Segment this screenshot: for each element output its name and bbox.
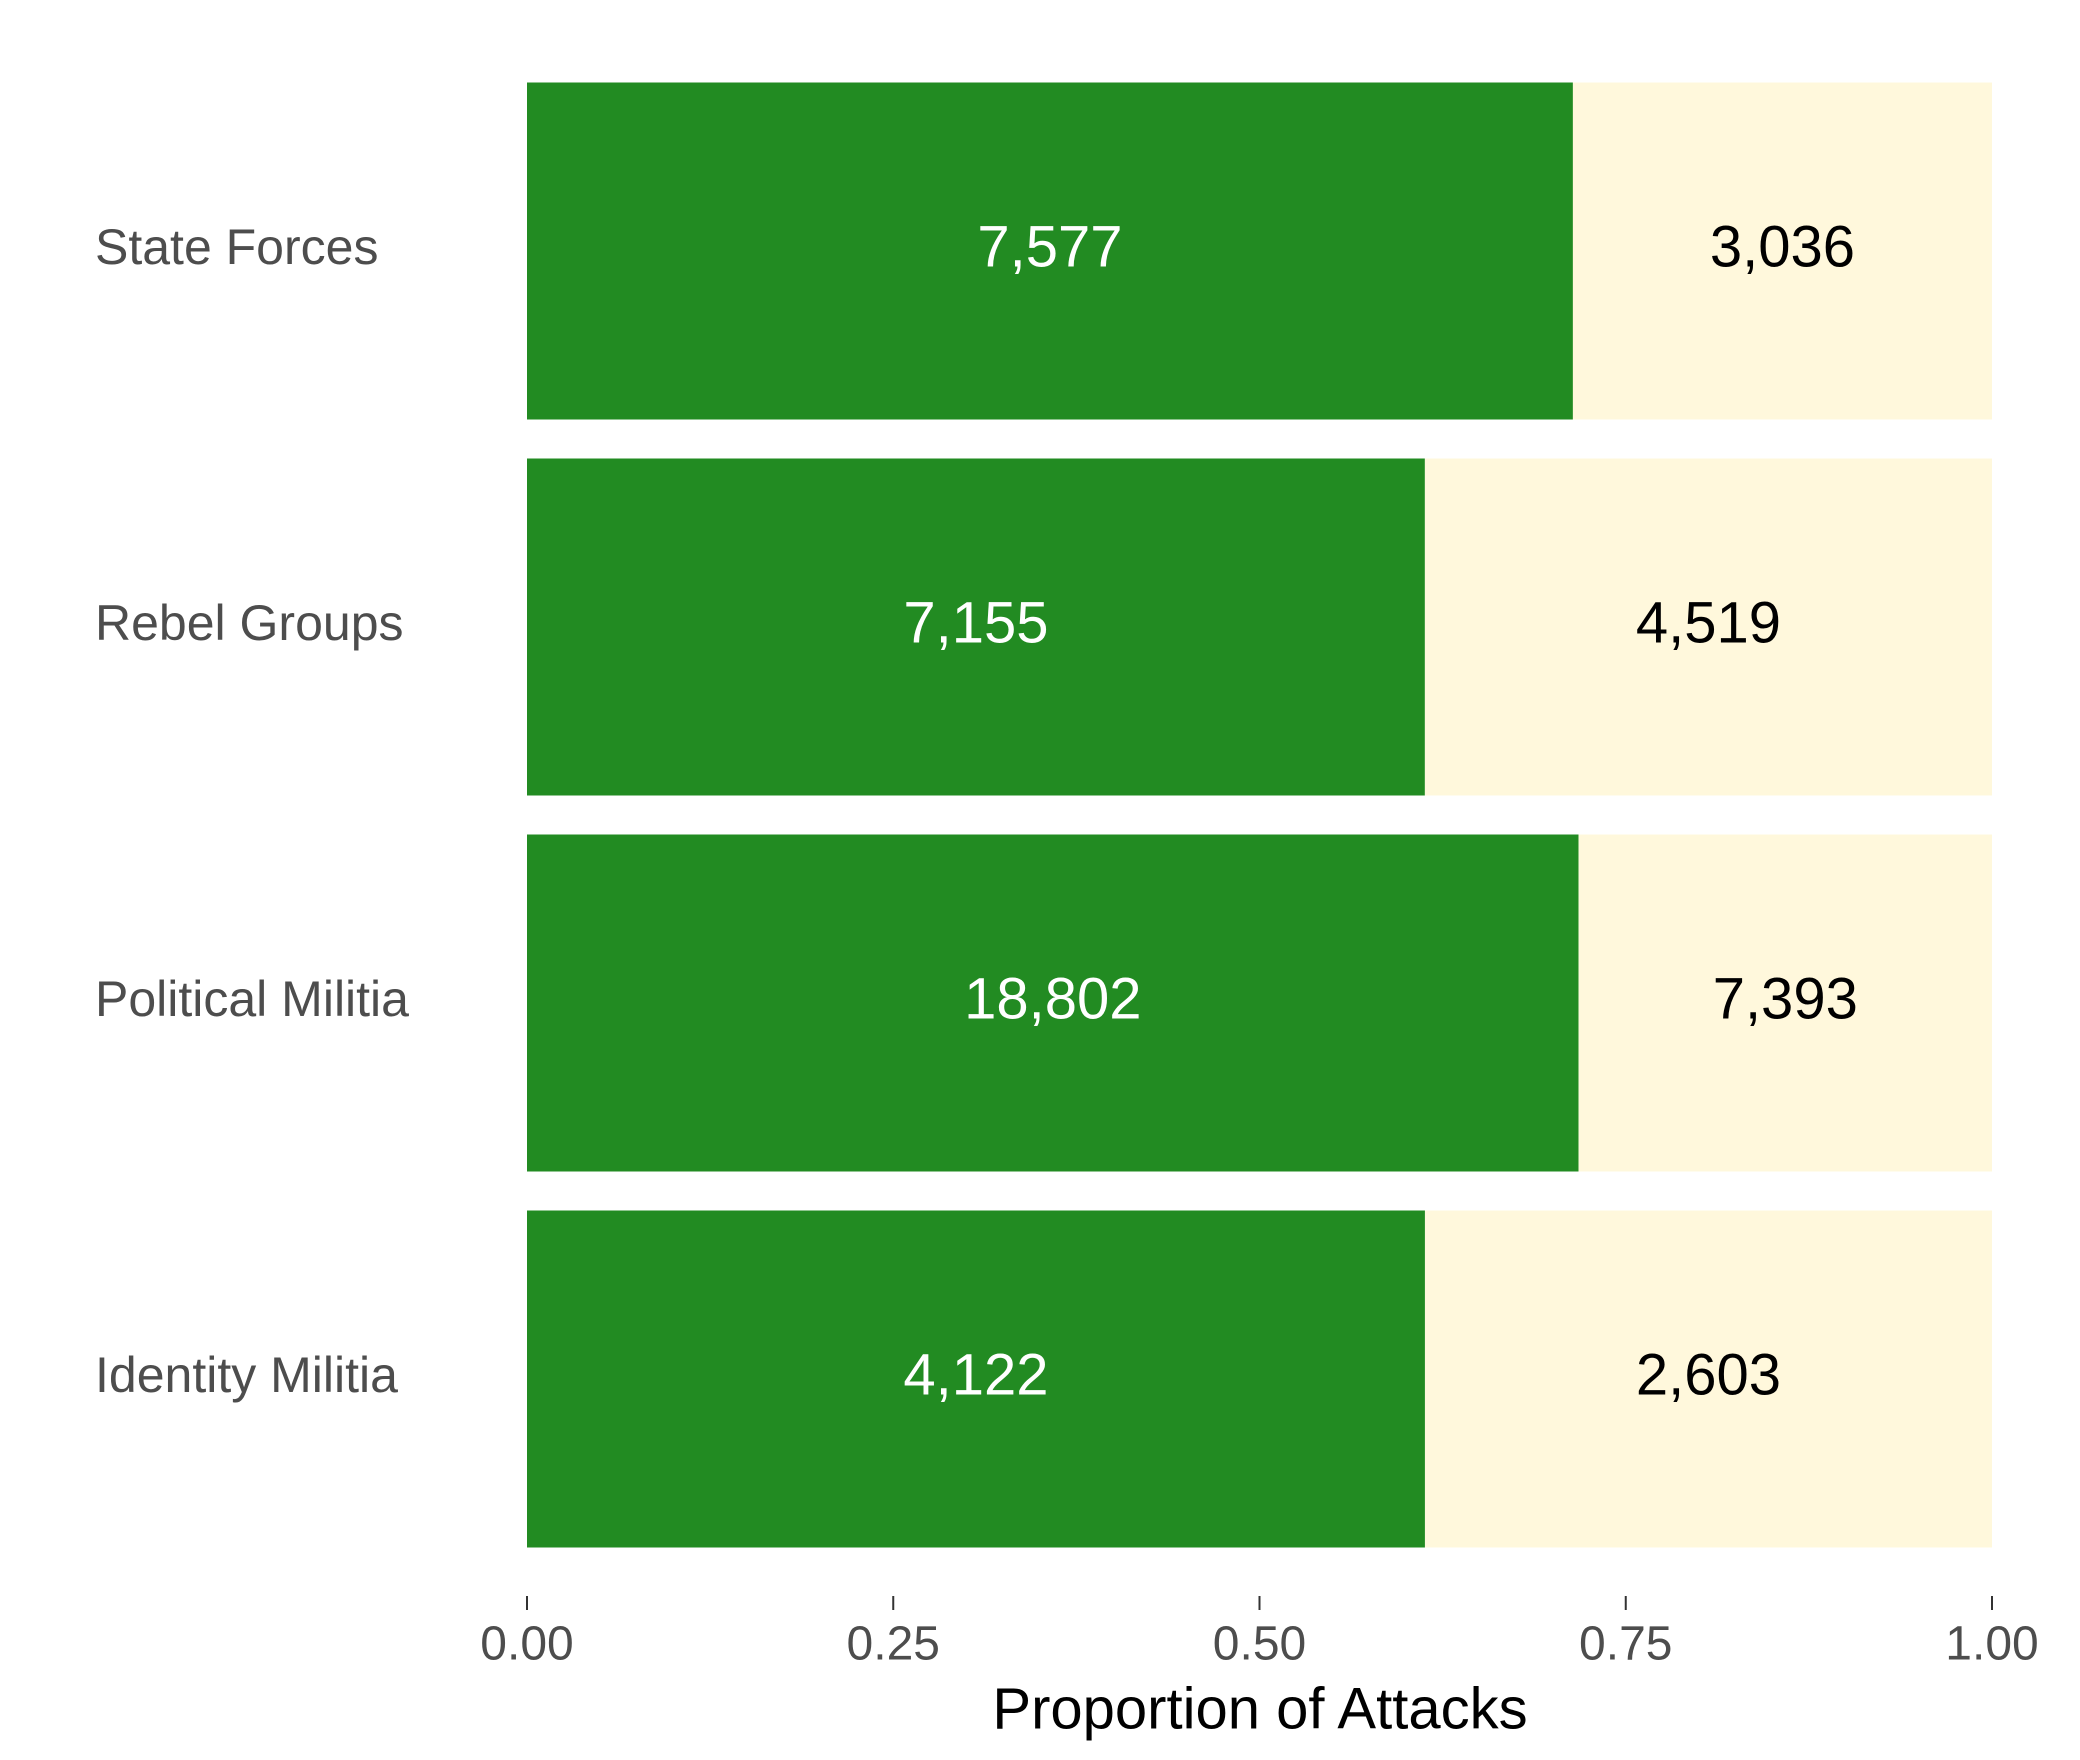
data-label: 7,155 <box>903 590 1048 655</box>
y-tick-label: Identity Militia <box>95 1347 398 1403</box>
data-label: 4,519 <box>1636 590 1781 655</box>
bar-segment <box>527 1210 1425 1548</box>
bar-segment <box>527 834 1579 1172</box>
y-tick-label: State Forces <box>95 219 378 275</box>
data-label: 4,122 <box>903 1342 1048 1407</box>
data-label: 2,603 <box>1636 1342 1781 1407</box>
bar-segment <box>1424 1210 1992 1548</box>
data-label: 7,577 <box>977 214 1122 279</box>
data-label: 3,036 <box>1710 214 1855 279</box>
x-tick-label: 0.00 <box>480 1618 573 1671</box>
bar-segment <box>527 458 1425 796</box>
x-tick-label: 1.00 <box>1945 1618 2038 1671</box>
bar-segment <box>1572 82 1992 420</box>
y-tick-label: Political Militia <box>95 971 409 1027</box>
data-label: 18,802 <box>964 966 1141 1031</box>
x-tick-label: 0.25 <box>847 1618 940 1671</box>
bar-segment <box>1424 458 1992 796</box>
data-label: 7,393 <box>1713 966 1858 1031</box>
x-axis-title: Proportion of Attacks <box>992 1676 1527 1741</box>
x-tick-label: 0.75 <box>1579 1618 1672 1671</box>
bar-segment <box>1578 834 1992 1172</box>
x-tick-label: 0.50 <box>1213 1618 1306 1671</box>
bar-segment <box>527 82 1573 420</box>
y-tick-label: Rebel Groups <box>95 595 404 651</box>
